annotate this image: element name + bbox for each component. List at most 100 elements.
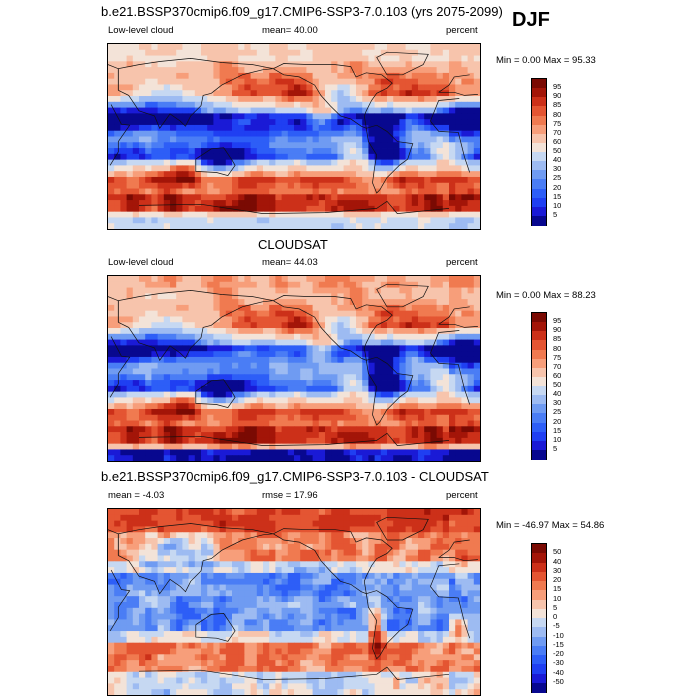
heatmap-cell — [263, 55, 270, 62]
heatmap-cell — [436, 194, 444, 201]
heatmap-cell — [368, 136, 375, 143]
heatmap-cell — [145, 182, 152, 189]
heatmap-cell — [362, 538, 369, 545]
heatmap-cell — [337, 549, 344, 556]
heatmap-cell — [232, 414, 239, 421]
colorbar-swatch — [531, 331, 547, 341]
heatmap-cell — [176, 455, 183, 461]
heatmap-cell — [157, 194, 165, 201]
heatmap-cell — [250, 362, 258, 369]
heatmap-cell — [238, 397, 245, 404]
heatmap-cell — [194, 78, 202, 85]
heatmap-cell — [188, 142, 196, 149]
heatmap-cell — [318, 449, 326, 456]
heatmap-cell — [126, 385, 134, 393]
heatmap-cell — [263, 322, 270, 329]
heatmap-cell — [473, 44, 480, 51]
heatmap-cell — [157, 584, 165, 591]
heatmap-cell — [250, 607, 258, 615]
heatmap-cell — [244, 538, 251, 545]
heatmap-cell — [188, 194, 196, 201]
heatmap-cell — [343, 374, 351, 381]
heatmap-cell — [250, 171, 258, 178]
heatmap-cell — [232, 113, 239, 120]
heatmap-cell — [194, 55, 202, 62]
heatmap-cell — [405, 304, 413, 312]
heatmap-cell — [380, 211, 388, 218]
heatmap-cell — [157, 328, 165, 335]
heatmap-cell — [250, 408, 258, 416]
heatmap-cell — [380, 333, 388, 340]
heatmap-cell — [182, 90, 189, 97]
colorbar-swatch — [531, 161, 547, 171]
heatmap-cell — [436, 61, 444, 68]
heatmap-cell — [424, 607, 431, 615]
heatmap-cell — [380, 124, 388, 132]
heatmap-cell — [380, 509, 388, 516]
heatmap-cell — [232, 333, 239, 340]
heatmap-cell — [194, 374, 202, 381]
heatmap-cell — [225, 90, 233, 97]
heatmap-cell — [207, 328, 214, 335]
heatmap-cell — [157, 96, 165, 103]
heatmap-cell — [331, 356, 338, 364]
heatmap-cell — [287, 455, 295, 461]
heatmap-cell — [120, 380, 127, 387]
heatmap-cell — [343, 333, 351, 340]
heatmap-cell — [393, 368, 400, 375]
heatmap-cell — [176, 165, 183, 172]
heatmap-cell — [473, 351, 480, 358]
heatmap-cell — [362, 449, 369, 456]
heatmap-cell — [269, 159, 276, 166]
heatmap-cell — [337, 596, 344, 603]
heatmap-cell — [449, 304, 456, 312]
heatmap-cell — [232, 385, 239, 393]
heatmap-cell — [380, 590, 388, 597]
heatmap-cell — [244, 310, 251, 317]
heatmap-cell — [473, 432, 480, 439]
heatmap-cell — [232, 176, 239, 184]
heatmap-cell — [250, 526, 258, 533]
heatmap-cell — [151, 211, 158, 218]
panel-obs-minmax-label: Min = 0.00 Max = 88.23 — [496, 290, 596, 301]
heatmap-cell — [405, 171, 413, 178]
heatmap-cell — [424, 380, 431, 387]
heatmap-cell — [473, 567, 480, 574]
heatmap-cell — [318, 223, 326, 229]
heatmap-cell — [256, 194, 264, 201]
heatmap-cell — [250, 304, 258, 312]
heatmap-cell — [430, 590, 437, 597]
heatmap-cell — [430, 217, 437, 224]
heatmap-cell — [405, 567, 413, 574]
heatmap-cell — [120, 287, 127, 294]
heatmap-cell — [318, 555, 326, 562]
heatmap-cell — [418, 96, 425, 103]
heatmap-cell — [194, 408, 202, 416]
heatmap-cell — [405, 380, 413, 387]
heatmap-cell — [374, 101, 382, 108]
heatmap-cell — [380, 514, 388, 522]
heatmap-cell — [201, 101, 208, 108]
heatmap-cell — [132, 520, 140, 527]
heatmap-cell — [281, 205, 289, 213]
heatmap-cell — [238, 182, 245, 189]
heatmap-cell — [108, 44, 115, 51]
heatmap-cell — [157, 44, 165, 51]
heatmap-cell — [442, 276, 450, 283]
heatmap-cell — [108, 316, 115, 323]
heatmap-cell — [238, 276, 245, 283]
heatmap-cell — [207, 432, 214, 439]
heatmap-cell — [294, 362, 301, 369]
heatmap-cell — [461, 578, 468, 585]
heatmap-cell — [356, 61, 363, 68]
heatmap-cell — [269, 101, 276, 108]
heatmap-cell — [194, 543, 202, 551]
heatmap-cell — [176, 607, 183, 615]
panel-diff-units-label: percent — [446, 490, 478, 501]
heatmap-cell — [455, 584, 462, 591]
heatmap-cell — [467, 414, 475, 421]
heatmap-cell — [145, 194, 152, 201]
heatmap-cell — [188, 543, 196, 551]
heatmap-cell — [132, 328, 140, 335]
heatmap-cell — [287, 403, 295, 410]
